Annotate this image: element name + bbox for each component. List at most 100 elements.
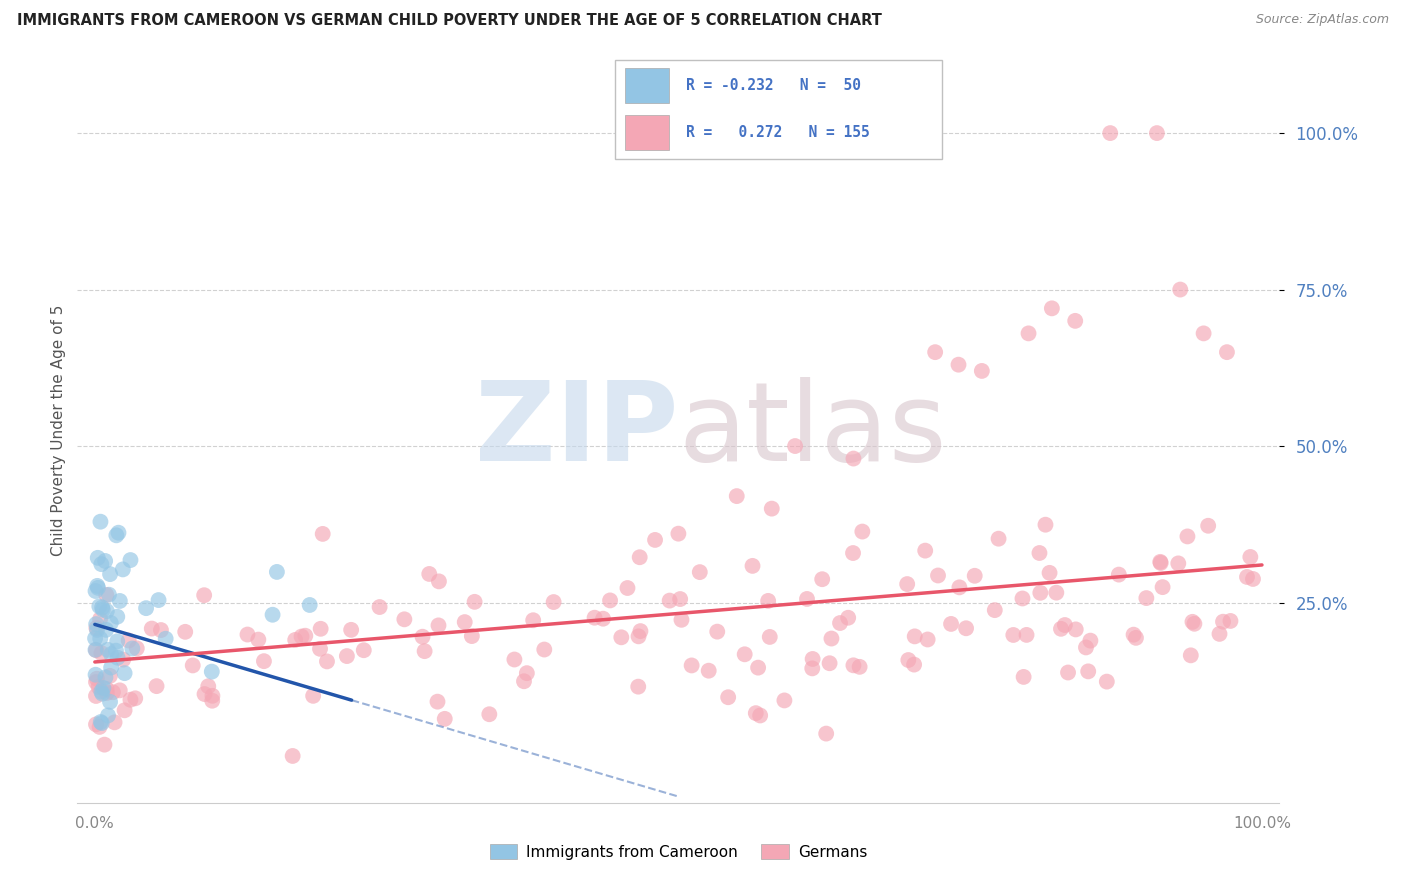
Germans <box>1146 126 1168 140</box>
Germans <box>801 652 824 666</box>
Germans <box>454 615 477 629</box>
Legend: Immigrants from Cameroon, Germans: Immigrants from Cameroon, Germans <box>484 838 873 866</box>
Immigrants from Cameroon <box>155 632 177 646</box>
Germans <box>478 707 501 722</box>
Germans <box>84 689 107 703</box>
Germans <box>96 686 118 700</box>
Germans <box>1149 555 1171 569</box>
Immigrants from Cameroon <box>87 550 110 565</box>
Germans <box>1208 627 1230 641</box>
Germans <box>801 661 824 675</box>
Germans <box>464 595 486 609</box>
Germans <box>842 658 865 673</box>
Germans <box>1038 566 1060 580</box>
Immigrants from Cameroon <box>105 609 128 624</box>
Germans <box>818 657 841 671</box>
Germans <box>1239 549 1261 564</box>
Germans <box>592 612 614 626</box>
Germans <box>309 622 332 636</box>
Germans <box>103 715 125 730</box>
Immigrants from Cameroon <box>120 553 142 567</box>
Germans <box>118 633 141 648</box>
Germans <box>84 643 107 657</box>
Immigrants from Cameroon <box>108 594 131 608</box>
Immigrants from Cameroon <box>90 557 112 571</box>
Germans <box>1080 633 1102 648</box>
Germans <box>917 632 939 647</box>
Germans <box>1015 628 1038 642</box>
Germans <box>811 572 834 586</box>
Germans <box>1053 618 1076 632</box>
Germans <box>522 613 544 627</box>
Germans <box>193 588 215 602</box>
Immigrants from Cameroon <box>105 528 128 542</box>
Germans <box>302 689 325 703</box>
Immigrants from Cameroon <box>105 634 128 648</box>
Text: IMMIGRANTS FROM CAMEROON VS GERMAN CHILD POVERTY UNDER THE AGE OF 5 CORRELATION : IMMIGRANTS FROM CAMEROON VS GERMAN CHILD… <box>17 13 882 29</box>
Immigrants from Cameroon <box>100 615 122 630</box>
Immigrants from Cameroon <box>87 581 110 595</box>
Germans <box>749 708 772 723</box>
Germans <box>842 546 865 560</box>
Germans <box>1182 616 1205 631</box>
Germans <box>758 630 780 644</box>
Germans <box>741 558 763 573</box>
Germans <box>87 680 110 694</box>
Immigrants from Cameroon <box>86 579 108 593</box>
Immigrants from Cameroon <box>84 667 107 681</box>
Germans <box>281 748 304 763</box>
Germans <box>433 712 456 726</box>
Germans <box>368 600 391 615</box>
Germans <box>955 621 977 635</box>
Germans <box>1168 283 1191 297</box>
Germans <box>1099 126 1122 140</box>
Immigrants from Cameroon <box>84 632 107 646</box>
Germans <box>86 672 108 686</box>
Immigrants from Cameroon <box>114 666 136 681</box>
Germans <box>1180 648 1202 663</box>
Germans <box>747 660 769 674</box>
Germans <box>1167 557 1189 571</box>
Immigrants from Cameroon <box>107 650 129 665</box>
Germans <box>1035 517 1057 532</box>
Text: ZIP: ZIP <box>475 377 679 483</box>
Germans <box>1197 518 1219 533</box>
Germans <box>1040 301 1063 316</box>
Immigrants from Cameroon <box>97 708 120 723</box>
Germans <box>616 581 638 595</box>
Germans <box>1018 326 1040 341</box>
Germans <box>851 524 873 539</box>
Germans <box>1057 665 1080 680</box>
Text: Source: ZipAtlas.com: Source: ZipAtlas.com <box>1256 13 1389 27</box>
Germans <box>1236 570 1258 584</box>
Immigrants from Cameroon <box>84 584 107 599</box>
Germans <box>1181 615 1204 629</box>
Germans <box>181 658 204 673</box>
Germans <box>141 622 163 636</box>
Germans <box>1152 580 1174 594</box>
Germans <box>669 592 692 607</box>
Germans <box>108 683 131 698</box>
Germans <box>89 612 111 626</box>
Immigrants from Cameroon <box>93 681 115 695</box>
Germans <box>627 680 650 694</box>
Germans <box>904 629 927 643</box>
Germans <box>427 618 450 632</box>
Immigrants from Cameroon <box>86 623 108 637</box>
Germans <box>1192 326 1215 341</box>
Immigrants from Cameroon <box>266 565 288 579</box>
Germans <box>513 674 536 689</box>
Germans <box>112 652 135 666</box>
Immigrants from Cameroon <box>121 641 143 656</box>
Germans <box>627 629 650 643</box>
Germans <box>1095 674 1118 689</box>
Immigrants from Cameroon <box>89 515 111 529</box>
Germans <box>658 593 681 607</box>
Germans <box>427 574 450 589</box>
Immigrants from Cameroon <box>262 607 284 622</box>
Germans <box>125 641 148 656</box>
Germans <box>948 580 970 594</box>
Germans <box>294 629 316 643</box>
Germans <box>316 654 339 668</box>
Germans <box>1216 345 1239 359</box>
